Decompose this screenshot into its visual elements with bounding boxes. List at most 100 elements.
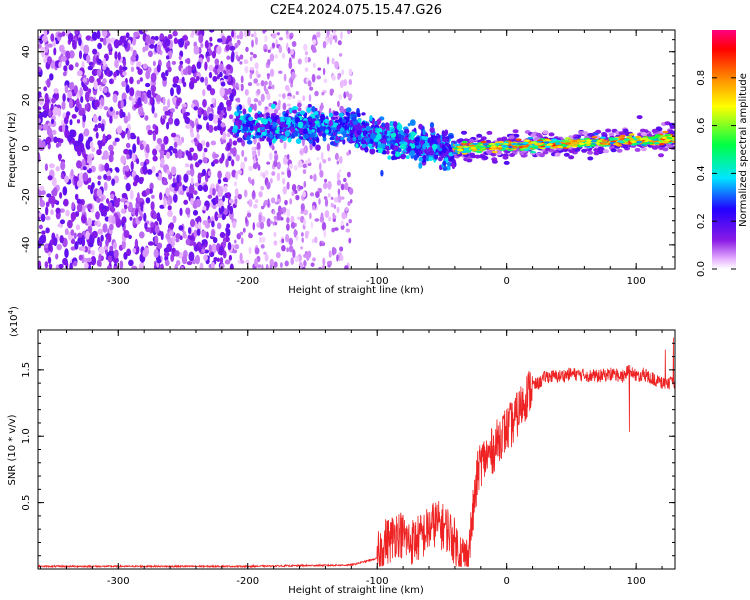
- spectrogram-cell: [172, 215, 177, 224]
- spectrogram-cell: [65, 59, 70, 66]
- spectrogram-cell: [270, 177, 273, 184]
- spectrogram-cell: [263, 199, 269, 206]
- spectrogram-cell: [380, 169, 384, 177]
- spectrogram-cell: [127, 111, 131, 122]
- spectrogram-cell: [357, 112, 361, 118]
- spectrogram-cell: [115, 110, 119, 116]
- spectrogram-cell: [133, 104, 140, 109]
- spectrogram-cell: [451, 162, 456, 170]
- spectrogram-cell: [103, 106, 109, 111]
- spectrogram-cell: [165, 55, 170, 60]
- spectrogram-cell: [163, 198, 167, 208]
- spectrogram-cell: [286, 223, 290, 231]
- spectrogram-cell: [170, 166, 177, 176]
- spectrogram-cell: [243, 156, 248, 162]
- spectrogram-cell: [72, 39, 76, 49]
- spectrogram-cell: [186, 170, 191, 176]
- spectrogram-cell: [248, 246, 252, 255]
- spectrogram-cell: [155, 172, 159, 177]
- spectrogram-cell: [276, 32, 280, 36]
- spectrogram-cell: [302, 95, 306, 102]
- spectrogram-cell: [292, 95, 296, 99]
- spectrogram-cell: [55, 142, 60, 148]
- spectrogram-cell: [273, 240, 278, 246]
- spectrogram-cell: [318, 188, 322, 193]
- spectrogram-cell: [260, 244, 265, 249]
- spectrogram-cell: [239, 30, 244, 40]
- spectrogram-cell: [147, 241, 154, 246]
- spectrogram-cell: [186, 187, 190, 193]
- spectrogram-cell: [240, 237, 244, 245]
- spectrogram-cell: [336, 172, 341, 181]
- spectrogram-cell: [192, 241, 197, 247]
- spectrogram-cell: [190, 132, 195, 138]
- spectrogram-cell: [275, 129, 280, 134]
- spectrogram-cell: [136, 61, 142, 68]
- spectrogram-cell: [234, 195, 238, 200]
- spectrogram-cell: [234, 244, 240, 250]
- spectrogram-cell: [132, 49, 137, 57]
- spectrogram-cell: [38, 96, 45, 106]
- spectrogram-cell: [301, 237, 304, 243]
- spectrogram-cell: [194, 254, 201, 265]
- spectrogram-cell: [311, 105, 316, 113]
- spectrogram-cell: [628, 133, 635, 136]
- spectrogram-cell: [322, 159, 327, 164]
- spectrogram-cell: [297, 102, 302, 108]
- spectrogram-cell: [202, 219, 208, 226]
- spectrogram-cell: [315, 191, 320, 198]
- spectrogram-cell: [166, 243, 172, 252]
- spectrogram-cell: [304, 67, 309, 72]
- spectrogram-cell: [53, 237, 58, 247]
- spectrogram-cell: [536, 142, 543, 146]
- spectrogram-cell: [226, 142, 231, 151]
- spectrogram-cell: [245, 121, 250, 127]
- spectrogram-cell: [90, 255, 97, 266]
- spectrogram-cell: [255, 122, 261, 128]
- spectrogram-cell: [38, 224, 43, 230]
- spectrogram-cell: [338, 156, 343, 164]
- spectrogram-cell: [270, 115, 275, 120]
- spectrogram-cell: [59, 208, 65, 213]
- spectrogram-cell: [50, 33, 55, 42]
- spectrogram-cell: [300, 203, 305, 212]
- spectrogram-cell: [527, 136, 534, 140]
- spectrogram-cell: [248, 106, 253, 113]
- spectrogram-cell: [172, 148, 178, 154]
- spectrogram-cell: [166, 121, 170, 130]
- spectrogram-cell: [151, 104, 155, 114]
- spectrogram-cell: [259, 221, 265, 230]
- spectrogram-cell: [152, 131, 157, 142]
- spectrogram-cell: [74, 30, 79, 35]
- spectrogram-cell: [554, 152, 561, 157]
- spectrogram-cell: [462, 145, 469, 148]
- spectrogram-cell: [322, 40, 327, 49]
- spectrogram-cell: [591, 136, 598, 139]
- spectrogram-cell: [321, 92, 325, 96]
- snr-line: [38, 337, 675, 569]
- spectrogram-cell: [356, 130, 362, 136]
- spectrogram-cell: [376, 128, 380, 135]
- spectrogram-cell: [470, 146, 477, 150]
- spectrogram-xtick-label: -200: [236, 276, 259, 287]
- spectrogram-cell: [342, 118, 347, 123]
- spectrogram-cell: [152, 155, 158, 162]
- spectrogram-cell: [347, 200, 351, 207]
- spectrogram-cell: [217, 170, 222, 180]
- spectrogram-cell: [95, 132, 99, 139]
- spectrogram-cell: [593, 151, 600, 156]
- spectrogram-cell: [243, 59, 249, 65]
- spectrogram-xlabel: Height of straight line (km): [288, 285, 424, 296]
- spectrogram-cell: [551, 138, 558, 141]
- spectrogram-cell: [248, 233, 253, 239]
- spectrogram-cell: [209, 186, 213, 197]
- spectrogram-cell: [129, 87, 135, 97]
- spectrogram-cell: [279, 135, 286, 140]
- spectrogram-cell: [636, 115, 643, 120]
- spectrogram-cell: [83, 246, 89, 253]
- spectrogram-cell: [89, 141, 94, 149]
- spectrogram-cell: [206, 122, 210, 131]
- spectrogram-cell: [508, 135, 515, 140]
- spectrogram-cell: [327, 157, 331, 162]
- spectrogram-cell: [197, 221, 202, 230]
